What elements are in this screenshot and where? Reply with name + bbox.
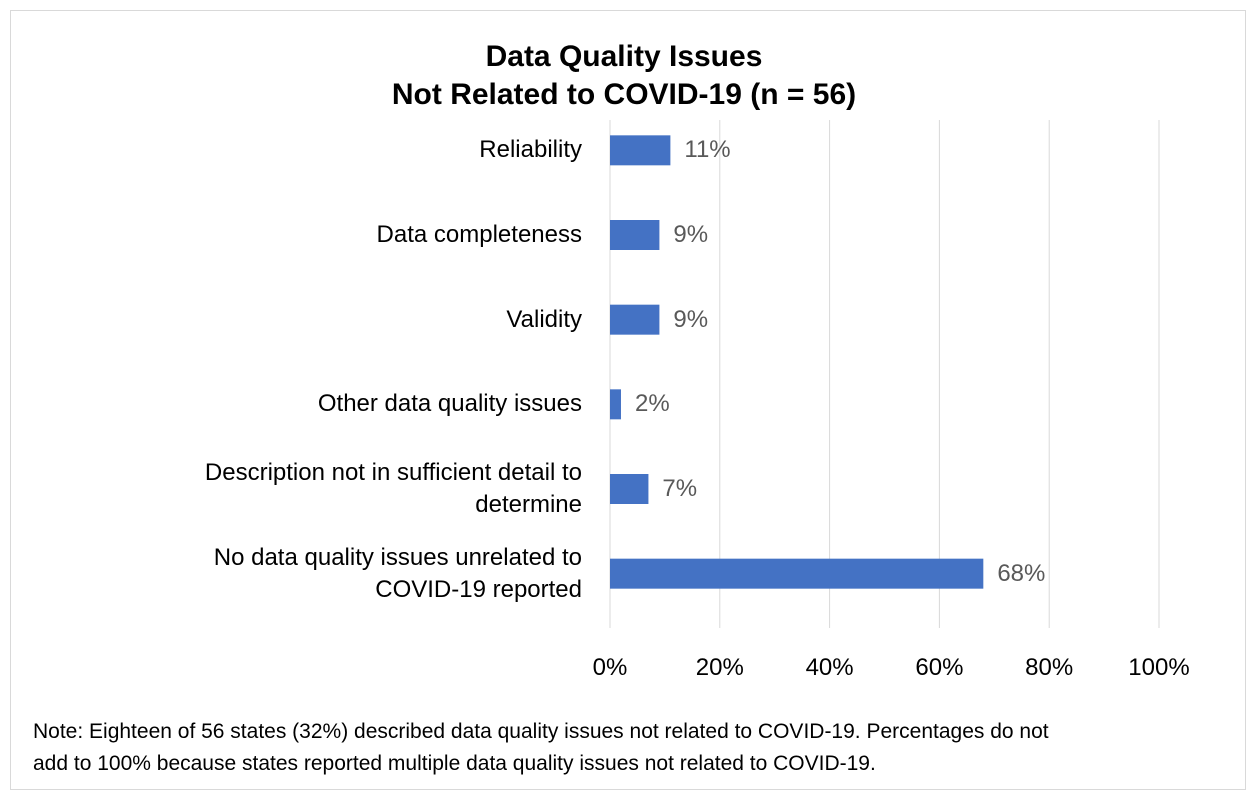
chart-title: Data Quality Issues [485, 40, 763, 73]
x-tick-label: 20% [695, 654, 744, 681]
chart-frame [10, 10, 1246, 790]
value-label: 68% [997, 559, 1046, 587]
note: Note: Eighteen of 56 states (32%) descri… [33, 720, 1049, 743]
bar [610, 389, 621, 420]
y-tick-label: Data completeness [376, 221, 582, 248]
x-tick-label: 40% [805, 654, 854, 681]
bar [610, 474, 649, 504]
value-label: 9% [673, 221, 709, 248]
bar [610, 304, 660, 335]
value-label: 2% [634, 390, 670, 418]
bar [610, 135, 671, 166]
y-tick-label: Other data quality issues [317, 390, 582, 418]
y-tick-label: Reliability [479, 136, 582, 164]
chart-title: Not Related to COVID-19 (n = 56) [391, 78, 857, 111]
bar [610, 220, 660, 250]
bar [610, 558, 984, 589]
note: add to 100% because states reported mult… [33, 752, 876, 775]
value-label: 9% [673, 305, 709, 333]
value-label: 7% [662, 475, 698, 502]
x-tick-label: 60% [915, 654, 964, 681]
y-tick-label: Description not in sufficient detail to … [204, 459, 582, 518]
y-tick-label: No data quality issues unrelated to COVI… [213, 543, 582, 603]
x-tick-label: 80% [1025, 654, 1074, 681]
y-tick-label: Validity [506, 305, 582, 333]
x-tick-label: 0% [592, 654, 628, 681]
x-tick-label: 100% [1128, 654, 1190, 681]
value-label: 11% [684, 136, 731, 164]
